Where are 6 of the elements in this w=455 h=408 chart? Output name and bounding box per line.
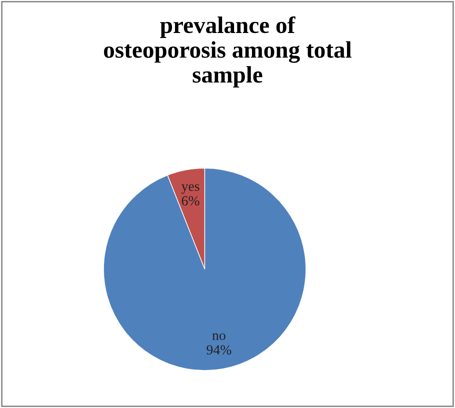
slice-label: yes <box>181 184 200 194</box>
data-label: 6% <box>182 196 200 206</box>
pie-slice <box>103 168 306 371</box>
slice-label: no <box>212 333 226 340</box>
data-label: 94% <box>206 345 232 355</box>
chart-title: prevalance of osteoporosis among total sample <box>104 16 352 88</box>
